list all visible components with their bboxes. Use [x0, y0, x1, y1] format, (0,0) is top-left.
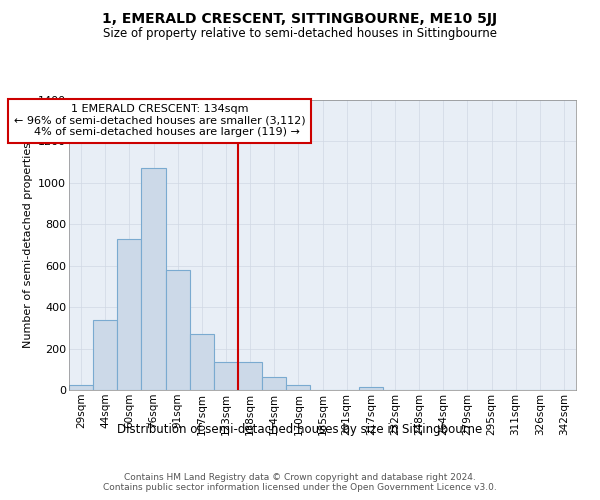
Bar	[190, 334, 214, 390]
Y-axis label: Number of semi-detached properties: Number of semi-detached properties	[23, 142, 32, 348]
Bar	[166, 270, 190, 390]
Bar	[93, 320, 117, 390]
Text: Size of property relative to semi-detached houses in Sittingbourne: Size of property relative to semi-detach…	[103, 28, 497, 40]
Bar	[262, 376, 286, 390]
Bar	[214, 362, 238, 390]
Bar	[117, 239, 142, 390]
Bar	[359, 387, 383, 390]
Text: 1, EMERALD CRESCENT, SITTINGBOURNE, ME10 5JJ: 1, EMERALD CRESCENT, SITTINGBOURNE, ME10…	[103, 12, 497, 26]
Bar	[238, 362, 262, 390]
Text: Distribution of semi-detached houses by size in Sittingbourne: Distribution of semi-detached houses by …	[118, 422, 482, 436]
Bar	[69, 385, 93, 390]
Bar	[286, 385, 310, 390]
Text: 1 EMERALD CRESCENT: 134sqm
← 96% of semi-detached houses are smaller (3,112)
   : 1 EMERALD CRESCENT: 134sqm ← 96% of semi…	[14, 104, 305, 138]
Bar	[142, 168, 166, 390]
Text: Contains HM Land Registry data © Crown copyright and database right 2024.
Contai: Contains HM Land Registry data © Crown c…	[103, 473, 497, 492]
